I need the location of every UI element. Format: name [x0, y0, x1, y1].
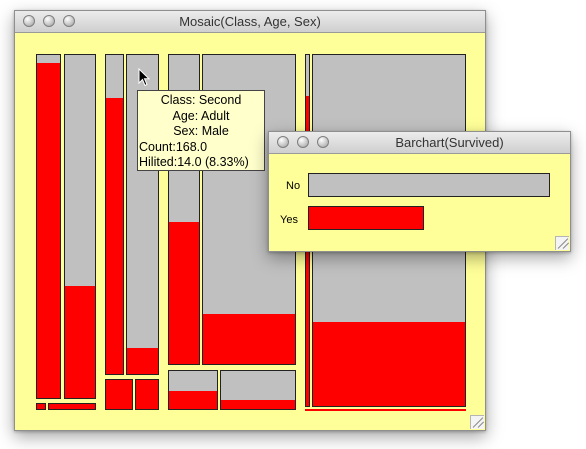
resize-grip[interactable]	[470, 415, 484, 429]
mosaic-tooltip: Class: Second Age: Adult Sex: Male Count…	[137, 90, 265, 171]
mosaic-tile-first-adult-male[interactable]	[64, 54, 96, 399]
mosaic-tile-first-child-male[interactable]	[48, 403, 96, 410]
barchart-window-title: Barchart(Survived)	[395, 135, 504, 150]
resize-grip[interactable]	[555, 236, 569, 250]
barchart-window: Barchart(Survived) No Yes	[268, 131, 571, 252]
zoom-window-button[interactable]	[317, 136, 329, 148]
barchart-titlebar[interactable]: Barchart(Survived)	[269, 132, 570, 154]
mosaic-tile-second-child-female[interactable]	[105, 379, 133, 410]
mosaic-titlebar[interactable]: Mosaic(Class, Age, Sex)	[15, 11, 485, 33]
mosaic-tile-crew-child[interactable]	[305, 409, 466, 411]
tooltip-age: Age: Adult	[172, 108, 230, 123]
bar-label-no: No	[286, 180, 301, 192]
bar-no[interactable]	[308, 173, 550, 197]
mouse-pointer-icon	[138, 68, 150, 87]
minimize-window-button[interactable]	[43, 15, 55, 27]
tooltip-class: Class: Second	[160, 93, 242, 107]
close-window-button[interactable]	[277, 136, 289, 148]
tooltip-hilited: Hilited:14.0 (8.33%)	[139, 155, 249, 169]
tooltip-sex: Sex: Male	[173, 124, 229, 138]
minimize-window-button[interactable]	[297, 136, 309, 148]
zoom-window-button[interactable]	[63, 15, 75, 27]
bar-label-yes: Yes	[280, 214, 298, 226]
mosaic-tile-first-adult-female[interactable]	[36, 54, 61, 399]
mosaic-tile-first-child-female[interactable]	[36, 403, 46, 410]
close-window-button[interactable]	[23, 15, 35, 27]
bar-yes[interactable]	[308, 206, 424, 230]
mosaic-tile-third-child-female[interactable]	[168, 370, 218, 410]
mosaic-window-title: Mosaic(Class, Age, Sex)	[179, 14, 321, 29]
tooltip-count: Count:168.0	[139, 139, 208, 154]
mosaic-tile-second-child-male[interactable]	[135, 379, 159, 410]
mosaic-tile-second-adult-female[interactable]	[105, 54, 124, 375]
mosaic-tile-third-child-male[interactable]	[220, 370, 296, 410]
